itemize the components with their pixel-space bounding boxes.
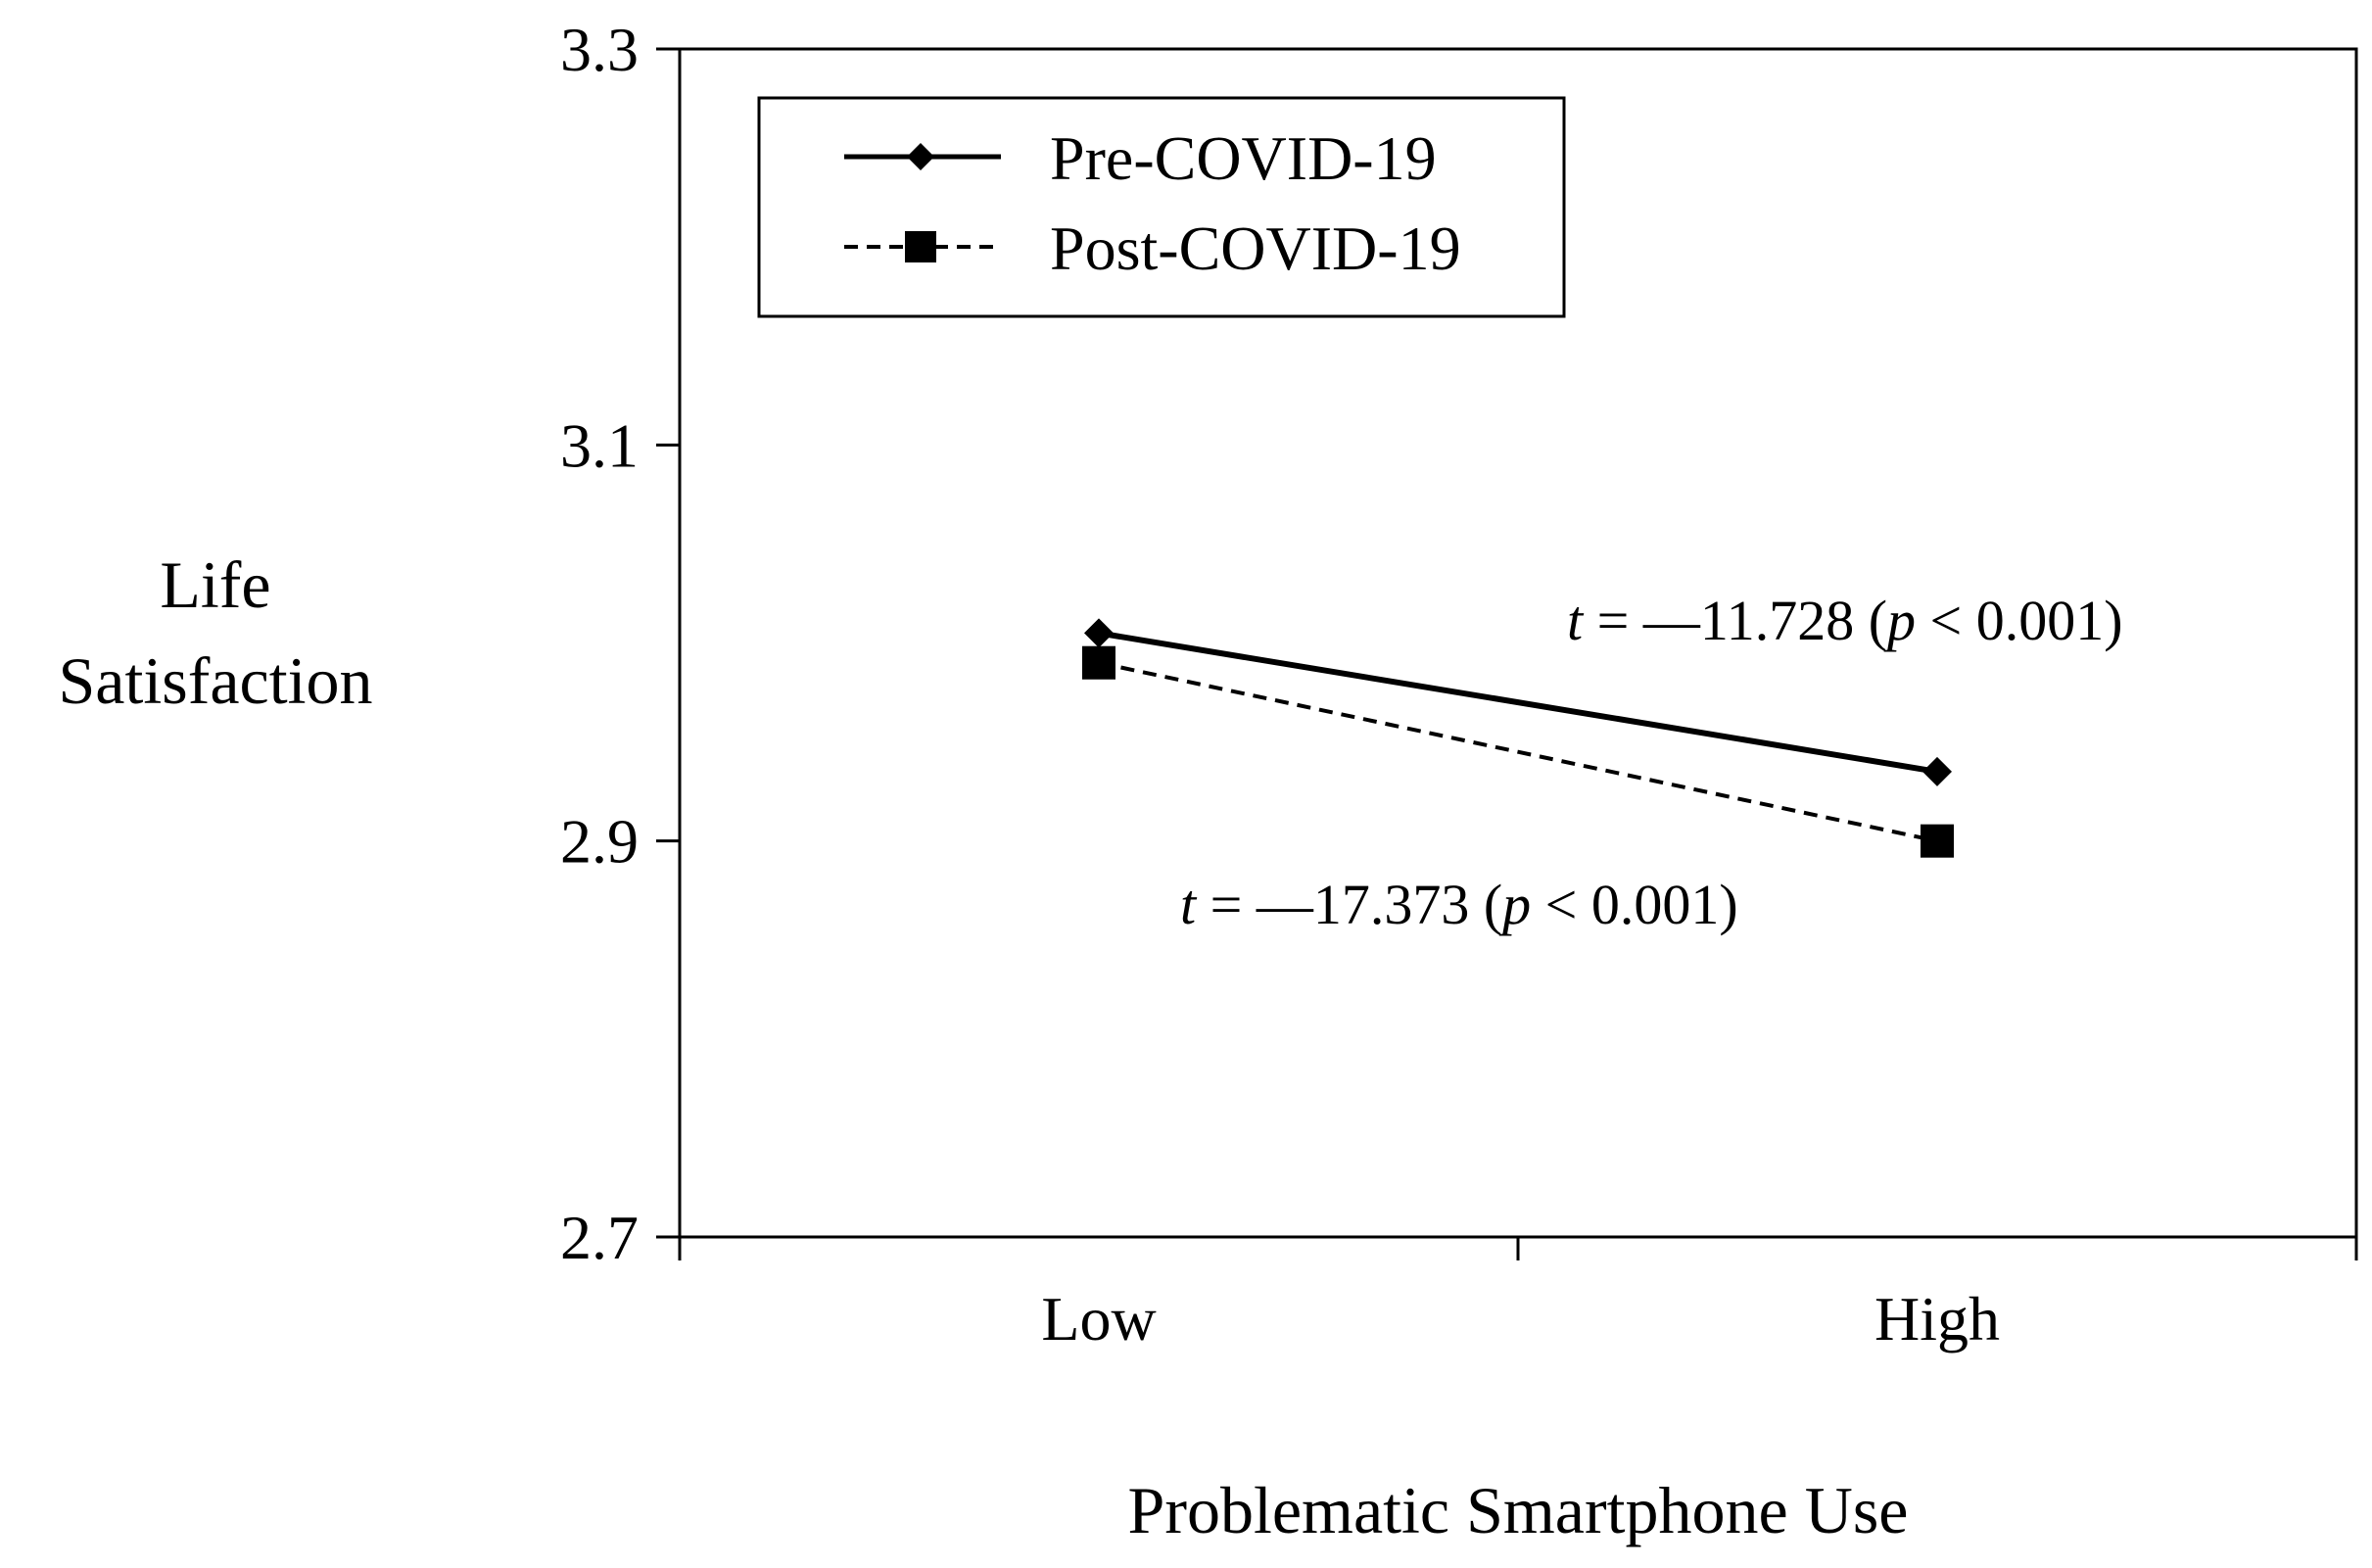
annotation-post: t = —17.373 (p < 0.001) bbox=[1180, 873, 1738, 936]
series-1-point-0 bbox=[1082, 645, 1115, 680]
series-group bbox=[1082, 618, 1954, 858]
y-tick-label-2: 3.1 bbox=[560, 410, 639, 480]
legend-marker-post bbox=[905, 231, 936, 262]
y-tick-label-0: 2.7 bbox=[560, 1203, 639, 1272]
legend: Pre-COVID-19 Post-COVID-19 bbox=[757, 96, 1566, 318]
x-axis: Low High bbox=[678, 1237, 2358, 1354]
annotation-post-t: t bbox=[1180, 873, 1198, 936]
series-0-point-0 bbox=[1084, 618, 1114, 648]
annotation-post-value: 17.373 bbox=[1313, 873, 1470, 936]
y-axis-title-line-1: Life bbox=[160, 547, 270, 622]
y-tick-label-3: 3.3 bbox=[560, 15, 639, 84]
annotation-pre-rest: < 0.001) bbox=[1916, 589, 2123, 652]
annotation-post-eq: = bbox=[1196, 873, 1257, 936]
annotation-pre-eq: = bbox=[1583, 589, 1643, 652]
annotation-post-dash: — bbox=[1256, 873, 1314, 936]
annotation-pre-t: t bbox=[1567, 589, 1585, 652]
x-tick-label-0: Low bbox=[1041, 1284, 1156, 1354]
annotation-pre-value: 11.728 bbox=[1700, 589, 1854, 652]
legend-label-post: Post-COVID-19 bbox=[1050, 214, 1461, 283]
legend-label-pre: Pre-COVID-19 bbox=[1050, 123, 1437, 193]
annotation-post-rest: < 0.001) bbox=[1531, 873, 1738, 936]
series-line-0 bbox=[1098, 630, 1938, 775]
annotation-pre-p: p bbox=[1883, 589, 1916, 652]
annotation-post-paren: ( bbox=[1469, 873, 1502, 936]
x-tick-label-1: High bbox=[1874, 1284, 2000, 1354]
y-axis-title-line-2: Satisfaction bbox=[58, 643, 372, 718]
annotation-pre: t = —11.728 (p < 0.001) bbox=[1567, 589, 2123, 652]
y-tick-label-1: 2.9 bbox=[560, 807, 639, 877]
annotation-post-p: p bbox=[1498, 873, 1531, 936]
series-0-point-1 bbox=[1922, 756, 1952, 786]
legend-box bbox=[757, 96, 1566, 318]
y-axis: 2.7 2.9 3.1 3.3 bbox=[560, 15, 680, 1272]
legend-marker-pre bbox=[907, 143, 934, 170]
series-line-1 bbox=[1098, 660, 1938, 843]
annotation-pre-paren: ( bbox=[1854, 589, 1887, 652]
x-axis-title: Problematic Smartphone Use bbox=[1128, 1473, 1909, 1547]
series-1-point-1 bbox=[1921, 824, 1954, 858]
annotation-pre-dash: — bbox=[1642, 589, 1701, 652]
